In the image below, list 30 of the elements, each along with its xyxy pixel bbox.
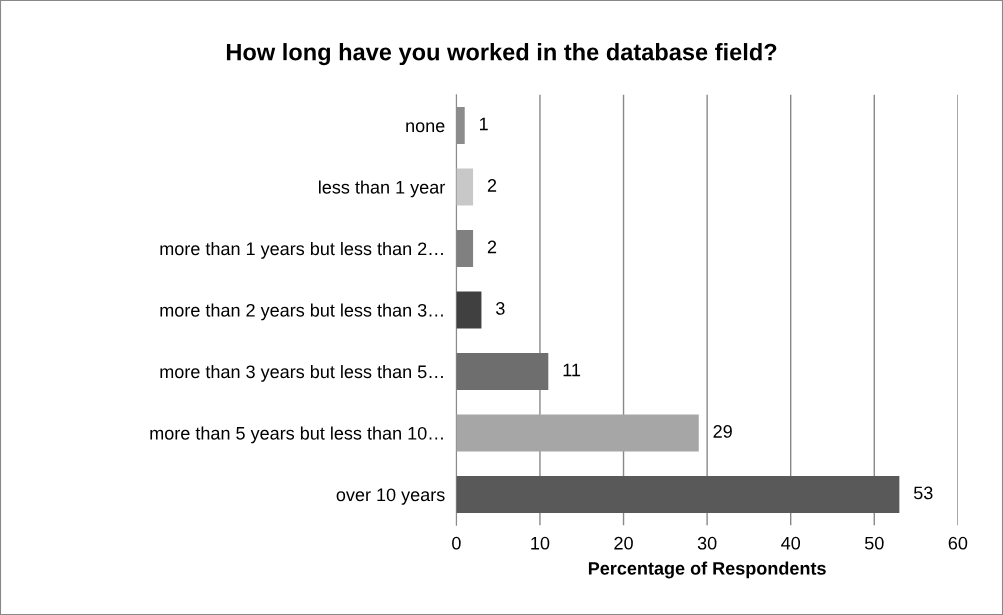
data-label: 11 (563, 363, 581, 377)
x-tick-label: 0 (452, 536, 461, 550)
x-tick-label: 60 (948, 536, 968, 550)
x-tick-label: 40 (781, 536, 801, 550)
bar (456, 230, 474, 267)
x-tick-label: 50 (864, 536, 884, 550)
bar (456, 107, 465, 144)
bar (456, 291, 482, 329)
data-label: 2 (487, 179, 497, 192)
data-label: 1 (479, 117, 488, 131)
data-label: 29 (713, 425, 732, 438)
chart-title: How long have you worked in the database field? (226, 43, 777, 66)
data-label: 2 (487, 240, 497, 254)
x-tick-label: 20 (614, 536, 633, 550)
x-axis-title: Percentage of Respondents (588, 561, 826, 579)
bar (456, 168, 474, 206)
x-tick-label: 30 (697, 536, 717, 550)
y-tick-label: more than 2 years but less than 3… (160, 303, 443, 321)
y-tick-label: over 10 years (336, 488, 445, 505)
bar (456, 353, 549, 390)
data-label: 53 (913, 486, 933, 500)
x-tick-label: 10 (531, 536, 550, 550)
y-tick-label: more than 1 years but less than 2… (160, 241, 443, 259)
y-tick-label: more than 5 years but less than 10… (150, 426, 443, 444)
bar (456, 476, 900, 513)
bar (456, 414, 699, 452)
y-tick-label: less than 1 year (319, 180, 445, 198)
y-tick-label: none (406, 122, 445, 133)
y-tick-label: more than 3 years but less than 5… (160, 364, 443, 382)
data-label: 3 (496, 302, 505, 315)
